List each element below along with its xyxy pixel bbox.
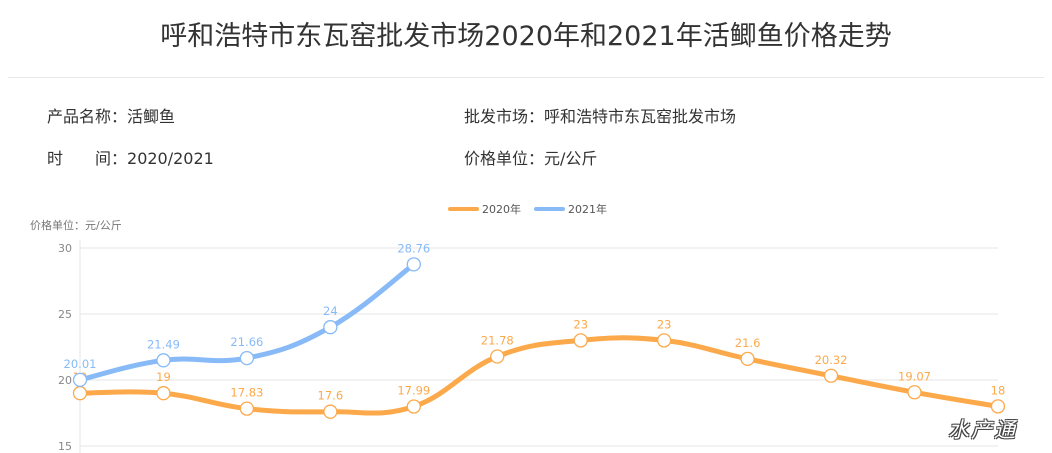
data-label: 21.49 [147, 337, 180, 351]
data-point [323, 404, 338, 419]
data-label: 23 [573, 317, 588, 331]
y-tick-label: 30 [58, 242, 72, 255]
data-point [406, 399, 421, 414]
legend-label: 2020年 [482, 202, 521, 216]
data-label: 21.78 [481, 334, 514, 348]
chart-title: 呼和浩特市东瓦窑批发市场2020年和2021年活鲫鱼价格走势 [160, 21, 892, 52]
data-point [657, 333, 672, 348]
data-label: 28.76 [397, 241, 430, 255]
data-label: 24 [323, 304, 338, 318]
data-point [156, 386, 171, 401]
data-point [323, 320, 338, 335]
data-point [990, 399, 1006, 414]
data-point [740, 351, 755, 367]
y-axis-label: 价格单位：元/公斤 [30, 218, 122, 232]
data-point [72, 372, 88, 388]
data-point [239, 350, 255, 366]
data-label: 19.07 [898, 369, 931, 383]
data-label: 23 [657, 317, 672, 331]
watermark-logo: 水产通 [948, 418, 1017, 442]
time-value: 2020/2021 [127, 149, 214, 168]
data-label: 21.66 [230, 335, 263, 349]
data-label: 21.6 [735, 336, 761, 350]
data-point [823, 368, 839, 383]
product-value: 活鲫鱼 [127, 107, 176, 126]
info-time: 时 间：2020/2021 [47, 145, 214, 169]
data-point [907, 385, 922, 400]
price-line-chart: 15202530价格单位：元/公斤2020年2021年191917.8317.6… [30, 202, 1006, 453]
y-tick-label: 25 [58, 308, 72, 321]
data-point [490, 349, 505, 364]
data-label: 17.99 [397, 384, 430, 398]
data-label: 19 [156, 370, 171, 384]
market-label: 批发市场： [464, 107, 545, 126]
data-point [72, 386, 88, 401]
info-market: 批发市场：呼和浩特市东瓦窑批发市场 [464, 103, 736, 127]
legend-label: 2021年 [568, 202, 607, 216]
data-point [156, 353, 171, 368]
unit-value: 元/公斤 [544, 149, 598, 168]
product-label: 产品名称： [47, 107, 128, 126]
data-label: 20.32 [815, 353, 848, 367]
market-value: 呼和浩特市东瓦窑批发市场 [544, 107, 737, 126]
data-point [239, 401, 255, 416]
time-label: 时 间： [47, 149, 128, 168]
data-label: 18 [991, 383, 1006, 397]
series-line [77, 335, 1001, 416]
data-point [406, 257, 421, 272]
unit-label: 价格单位： [464, 149, 545, 168]
data-label: 17.6 [318, 389, 344, 403]
data-label: 17.83 [230, 386, 263, 400]
title-divider [8, 77, 1044, 78]
data-label: 20.01 [64, 357, 97, 371]
y-tick-label: 20 [58, 374, 72, 387]
info-unit: 价格单位：元/公斤 [464, 145, 597, 169]
info-product: 产品名称：活鲫鱼 [47, 103, 175, 127]
y-tick-label: 15 [58, 440, 72, 453]
data-point [573, 333, 588, 348]
